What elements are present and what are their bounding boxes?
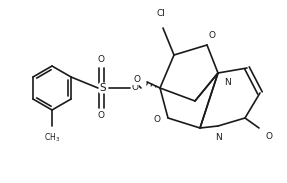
Text: O: O [265,132,272,141]
Text: O: O [154,115,161,124]
Text: N: N [216,133,222,142]
Text: O: O [208,31,216,40]
Text: O: O [98,55,104,64]
Text: Cl: Cl [157,9,165,18]
Text: O: O [98,111,104,120]
Text: N: N [224,78,231,87]
Text: O: O [131,83,139,92]
Text: O: O [133,76,140,85]
Text: CH$_3$: CH$_3$ [44,132,60,145]
Text: S: S [100,83,106,93]
